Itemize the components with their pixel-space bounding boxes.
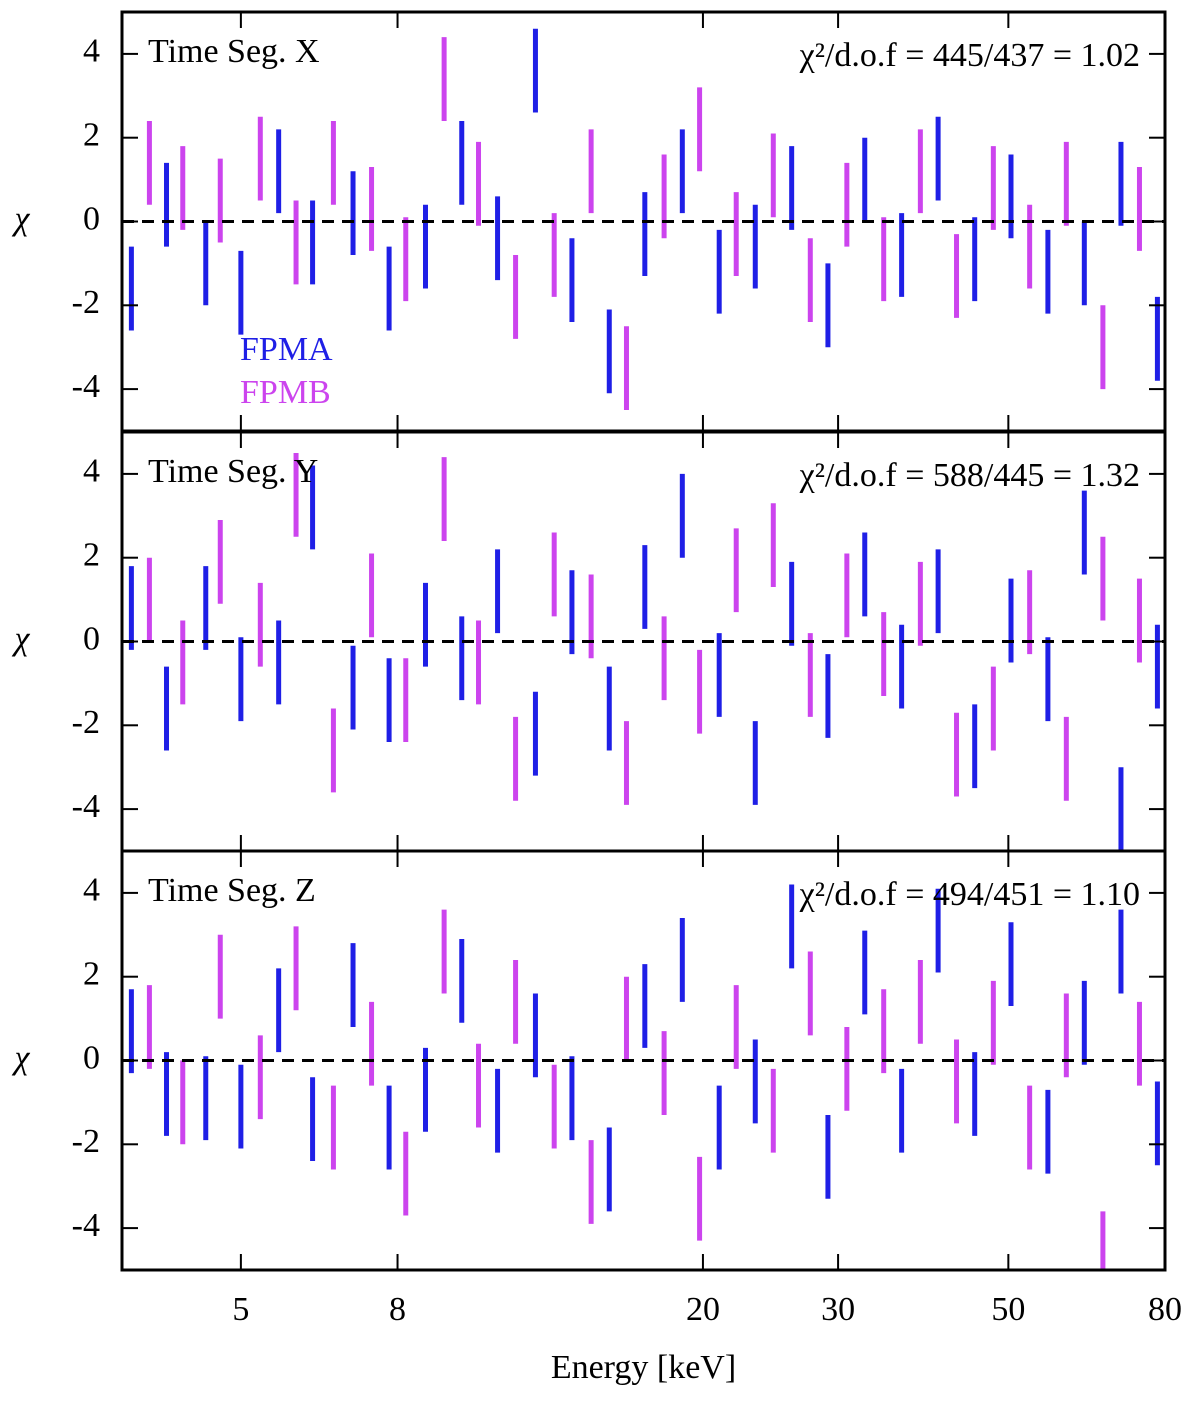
- panel-title: Time Seg. X: [148, 33, 320, 70]
- x-tick-label: 5: [232, 1291, 249, 1328]
- y-tick-label: -4: [72, 788, 100, 825]
- x-tick-label: 50: [991, 1291, 1025, 1328]
- y-tick-label: 4: [83, 33, 100, 70]
- legend-entry: FPMA: [240, 331, 333, 368]
- x-axis-label: Energy [keV]: [551, 1349, 736, 1386]
- y-tick-label: -4: [72, 1207, 100, 1244]
- fit-statistic: χ²/d.o.f = 494/451 = 1.10: [799, 876, 1140, 913]
- y-tick-label: 2: [83, 116, 100, 153]
- panel-title: Time Seg. Z: [148, 872, 316, 909]
- legend-entry: FPMB: [240, 374, 331, 411]
- x-tick-label: 20: [686, 1291, 720, 1328]
- y-tick-label: 4: [83, 453, 100, 490]
- x-tick-label: 8: [389, 1291, 406, 1328]
- x-tick-label: 30: [821, 1291, 855, 1328]
- y-axis-label: χ: [12, 200, 31, 237]
- plot-area: [128, 452, 1160, 851]
- y-axis-label: χ: [12, 620, 31, 657]
- y-tick-label: -2: [72, 704, 100, 741]
- panel-title: Time Seg. Y: [148, 453, 318, 490]
- plot-area: [128, 28, 1160, 411]
- fit-statistic: χ²/d.o.f = 445/437 = 1.02: [799, 37, 1140, 74]
- y-tick-label: 0: [83, 200, 100, 237]
- y-tick-label: 2: [83, 536, 100, 573]
- plot-area: [128, 884, 1160, 1270]
- y-tick-label: 0: [83, 1039, 100, 1076]
- x-tick-label: 80: [1148, 1291, 1182, 1328]
- y-axis-label: χ: [12, 1039, 31, 1076]
- y-tick-label: -2: [72, 1123, 100, 1160]
- y-tick-label: -4: [72, 368, 100, 405]
- y-tick-label: 4: [83, 872, 100, 909]
- fit-statistic: χ²/d.o.f = 588/445 = 1.32: [799, 457, 1140, 494]
- y-tick-label: 0: [83, 620, 100, 657]
- y-tick-label: -2: [72, 284, 100, 321]
- y-tick-label: 2: [83, 955, 100, 992]
